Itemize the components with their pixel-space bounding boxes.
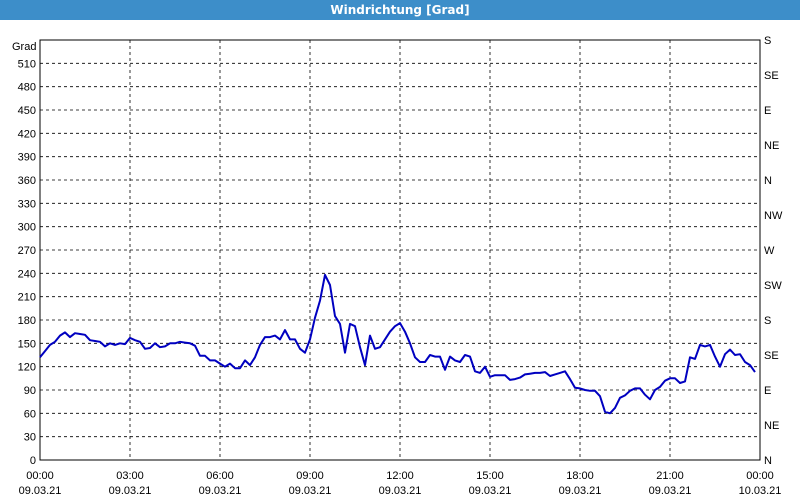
- chart-title: Windrichtung [Grad]: [0, 0, 800, 20]
- x-tick-date: 10.03.21: [739, 485, 782, 497]
- grid-lines: [40, 40, 760, 460]
- x-tick-date: 09.03.21: [19, 485, 62, 497]
- x-tick-date: 09.03.21: [469, 485, 512, 497]
- x-tick-time: 00:00: [26, 470, 54, 482]
- y-tick-label: 240: [18, 268, 36, 280]
- x-tick-time: 00:00: [746, 470, 774, 482]
- y-tick-label: 210: [18, 292, 36, 304]
- y-tick-label: 360: [18, 175, 36, 187]
- y-tick-label: 270: [18, 245, 36, 257]
- y-tick-label: 0: [30, 455, 36, 467]
- right-axis: N NE E SE S SW W NW N NE E SE S: [764, 35, 783, 467]
- right-tick-label: NE: [764, 420, 779, 432]
- y-tick-label: 30: [24, 432, 36, 444]
- left-axis: Grad 0 30 60 90 120 150 180 210 240 270 300 330 360 3…: [12, 41, 36, 467]
- x-tick-time: 15:00: [476, 470, 504, 482]
- right-tick-label: NW: [764, 210, 783, 222]
- y-tick-label: 390: [18, 152, 36, 164]
- right-tick-label: S: [764, 315, 771, 327]
- series-lines: [39, 273, 756, 415]
- y-tick-label: 480: [18, 82, 36, 94]
- y-tick-label: 330: [18, 198, 36, 210]
- right-tick-label: S: [764, 35, 771, 47]
- y-tick-label: 120: [18, 362, 36, 374]
- x-tick-time: 03:00: [116, 470, 144, 482]
- x-tick-date: 09.03.21: [199, 485, 242, 497]
- y-axis-label: Grad: [12, 41, 36, 53]
- right-tick-label: N: [764, 175, 772, 187]
- y-tick-label: 300: [18, 222, 36, 234]
- right-tick-label: E: [764, 385, 771, 397]
- x-tick-time: 09:00: [296, 470, 324, 482]
- y-tick-label: 180: [18, 315, 36, 327]
- series-line: [39, 273, 756, 415]
- x-tick-date: 09.03.21: [649, 485, 692, 497]
- x-tick-time: 06:00: [206, 470, 234, 482]
- x-tick-date: 09.03.21: [559, 485, 602, 497]
- x-tick-date: 09.03.21: [109, 485, 152, 497]
- x-tick-time: 18:00: [566, 470, 594, 482]
- y-tick-label: 150: [18, 338, 36, 350]
- right-tick-label: SE: [764, 350, 779, 362]
- y-tick-label: 60: [24, 408, 36, 420]
- y-tick-label: 510: [18, 58, 36, 70]
- y-tick-label: 90: [24, 385, 36, 397]
- y-tick-label: 420: [18, 128, 36, 140]
- right-tick-label: NE: [764, 140, 779, 152]
- y-tick-label: 450: [18, 105, 36, 117]
- x-axis: 00:00 09.03.21 03:00 09.03.21 06:00 09.03.21 0…: [19, 470, 782, 497]
- right-tick-label: SE: [764, 70, 779, 82]
- right-tick-label: E: [764, 105, 771, 117]
- x-tick-date: 09.03.21: [379, 485, 422, 497]
- x-tick-time: 21:00: [656, 470, 684, 482]
- right-tick-label: SW: [764, 280, 782, 292]
- right-tick-label: W: [764, 245, 775, 257]
- x-tick-time: 12:00: [386, 470, 414, 482]
- x-tick-date: 09.03.21: [289, 485, 332, 497]
- right-tick-label: N: [764, 455, 772, 467]
- plot-frame: [39, 39, 761, 461]
